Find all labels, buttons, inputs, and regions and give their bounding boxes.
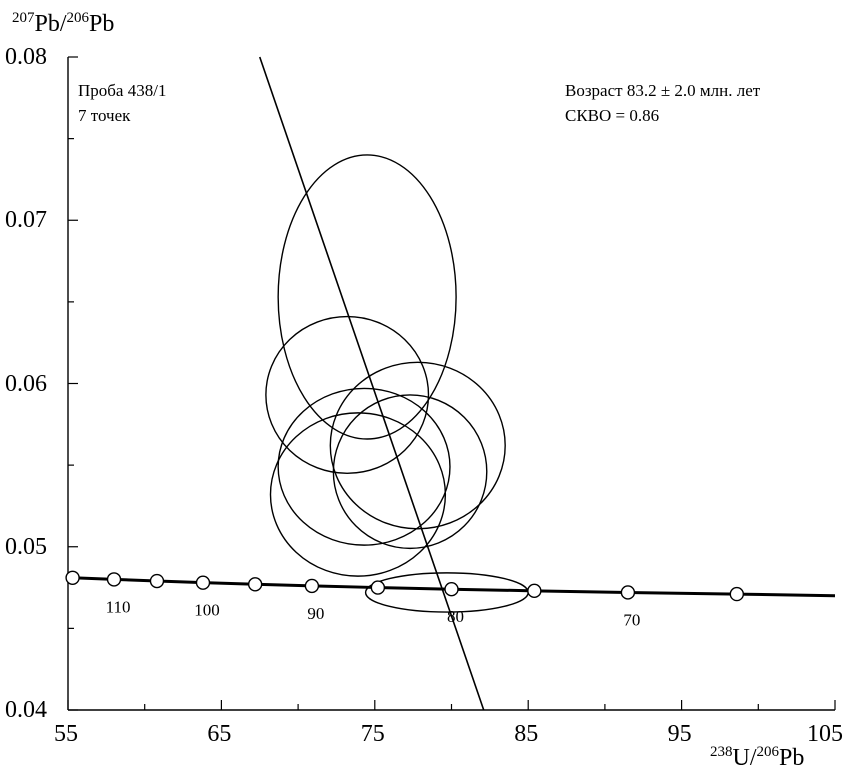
error-ellipse: [277, 387, 451, 546]
concordia-point: [149, 573, 165, 589]
x-tick-label: 105: [807, 721, 843, 747]
error-ellipse: [329, 361, 506, 530]
concordia-point: [106, 572, 122, 587]
x-tick-label: 95: [667, 721, 692, 747]
concordia-point: [304, 578, 320, 594]
x-axis-label: 238U/206Pb: [710, 744, 805, 771]
y-tick-label: 0.07: [5, 207, 47, 234]
ticks: [67, 56, 836, 711]
concordia-points: 110 100 90 80 70: [65, 570, 745, 629]
mswd-annotation: СКВО = 0.86: [565, 106, 660, 125]
concordia-point: [729, 586, 745, 602]
y-axis-label: 207Pb/206Pb: [12, 10, 115, 37]
age-label: 110: [106, 597, 131, 616]
age-label: 80: [447, 607, 464, 626]
concordia-point: [195, 575, 211, 590]
concordia-point: [370, 580, 386, 595]
y-tick-label: 0.04: [5, 697, 47, 723]
y-tick-label: 0.06: [5, 370, 47, 397]
x-tick-label: 75: [360, 721, 385, 747]
age-label: 70: [623, 610, 640, 629]
x-tick-label: 65: [207, 721, 232, 747]
concordia-point: [444, 581, 459, 597]
concordia-point: [620, 585, 636, 600]
points-annotation: 7 точек: [78, 106, 131, 125]
x-tick-label: 85: [514, 721, 539, 747]
concordia-point: [247, 577, 263, 592]
age-annotation: Возраст 83.2 ± 2.0 млн. лет: [565, 81, 761, 100]
concordia-point: [65, 570, 80, 585]
y-tick-label: 0.08: [5, 44, 47, 70]
y-tick-label: 0.05: [5, 533, 47, 560]
error-ellipse: [332, 394, 488, 550]
x-tick-label: 55: [54, 721, 78, 747]
error-ellipse: [277, 154, 457, 440]
sample-annotation: Проба 438/1: [78, 81, 167, 100]
age-label: 100: [194, 601, 220, 620]
error-ellipse: [265, 315, 430, 474]
error-ellipse: [269, 412, 447, 577]
age-label: 90: [307, 604, 324, 623]
concordia-point: [527, 583, 542, 599]
error-ellipses: [265, 154, 529, 613]
regression-line: [258, 56, 485, 711]
